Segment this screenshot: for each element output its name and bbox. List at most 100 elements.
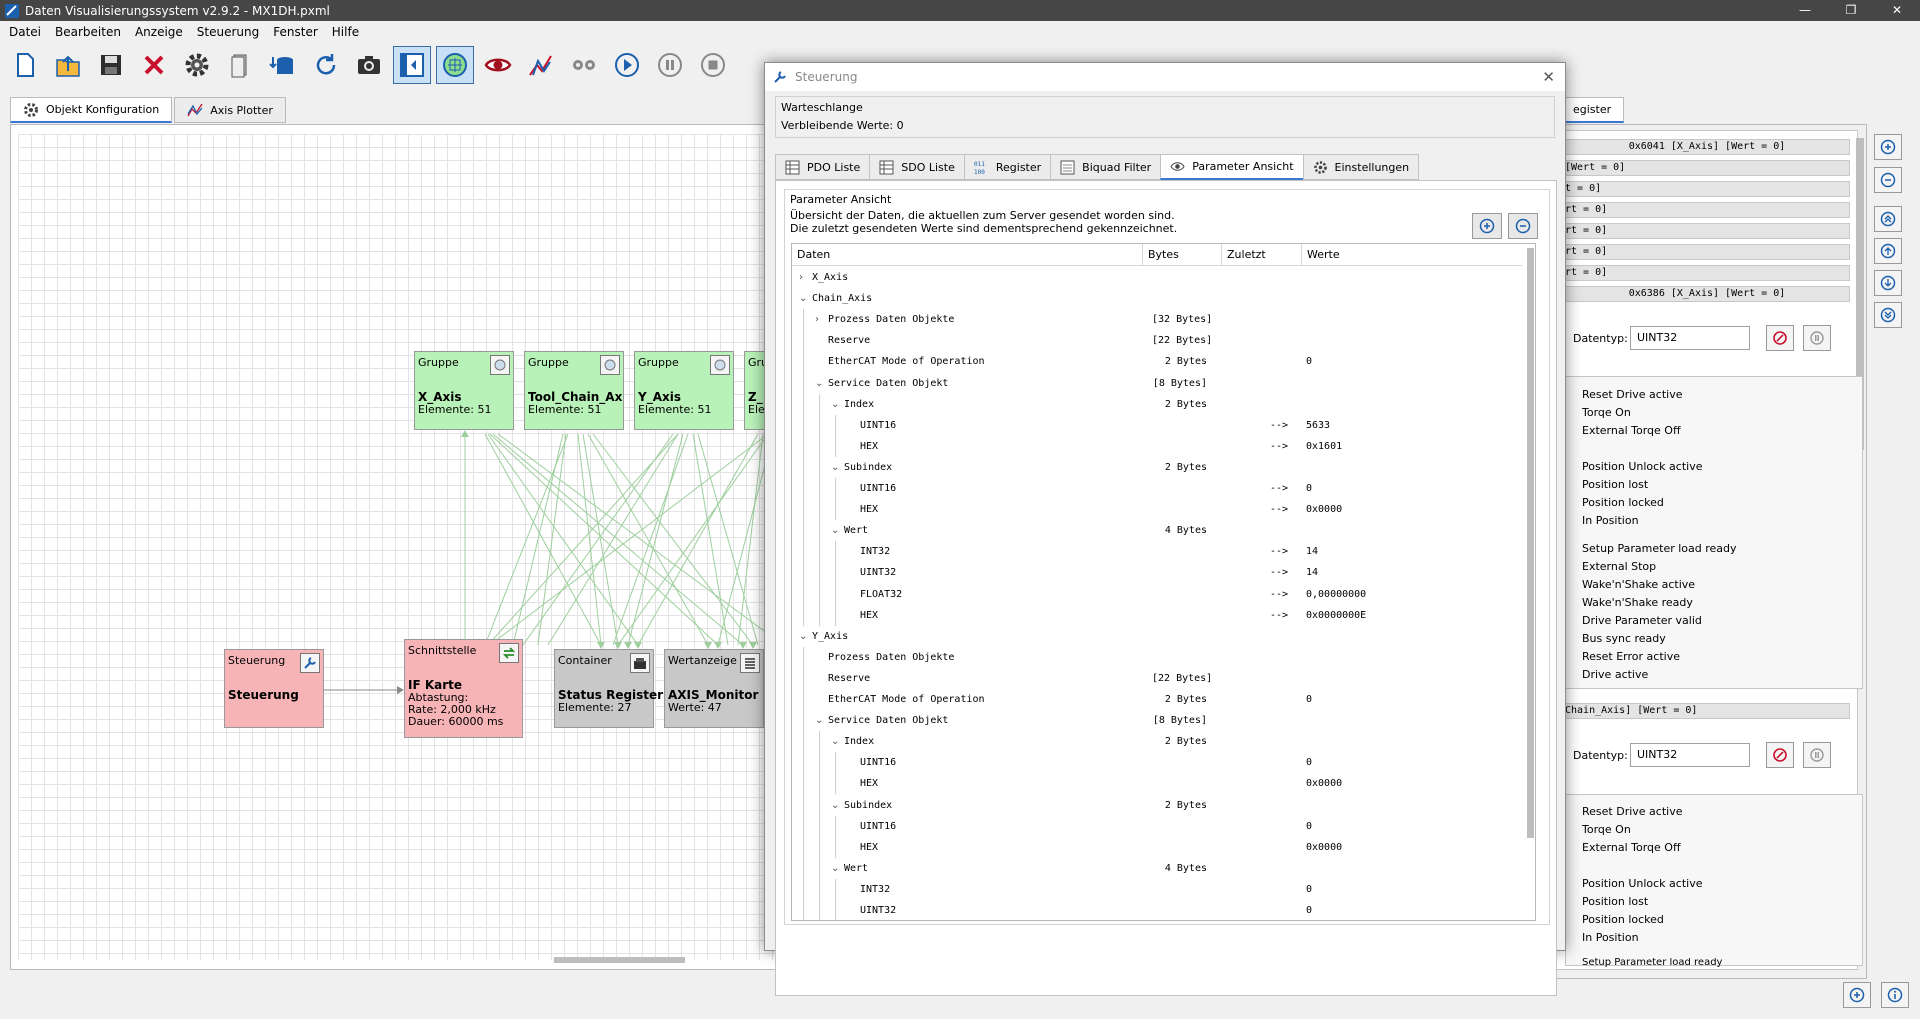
close-window-button[interactable]: ✕	[1891, 3, 1903, 17]
parameter-tree[interactable]: Daten Bytes Zuletzt Werte › X_Axis ⌄ Chain_…	[791, 243, 1536, 921]
collapse-arrow-icon[interactable]: ⌄	[831, 736, 840, 748]
bit-label[interactable]: Setup Parameter load ready	[1582, 542, 1737, 555]
bit-label[interactable]: Reset Drive active	[1582, 388, 1683, 401]
bit-label[interactable]: Drive Parameter valid	[1582, 614, 1702, 627]
tree-row[interactable]: ⌄ Service Daten Objekt [8 Bytes]	[792, 710, 1522, 731]
column-header-bytes[interactable]: Bytes	[1143, 244, 1222, 266]
stop-button[interactable]	[694, 46, 732, 84]
bit-label[interactable]: External Stop	[1582, 560, 1657, 573]
bit-label[interactable]: Bus sync ready	[1582, 632, 1666, 645]
panel-toggle-button[interactable]	[393, 46, 431, 84]
tree-row[interactable]: UINT16 0	[792, 816, 1522, 837]
tree-row[interactable]: ⌄ Subindex 2 Bytes	[792, 457, 1522, 478]
menu-steuerung[interactable]: Steuerung	[196, 25, 260, 39]
settings-button[interactable]	[178, 46, 216, 84]
bit-label[interactable]: Position Unlock active	[1582, 877, 1703, 890]
tree-row[interactable]: FLOAT32 --> 0,00000000	[792, 584, 1522, 605]
tab-axis-plotter[interactable]: Axis Plotter	[174, 97, 286, 123]
tab-einstellungen[interactable]: Einstellungen	[1302, 154, 1420, 180]
collapse-all-button[interactable]	[1508, 213, 1538, 239]
bit-label[interactable]: In Position	[1582, 931, 1639, 944]
bit-label[interactable]: Reset Drive active	[1582, 805, 1683, 818]
tree-row[interactable]: › X_Axis	[792, 267, 1522, 288]
tree-row[interactable]: ⌄ Index 2 Bytes	[792, 731, 1522, 752]
node-schnittstelle[interactable]: Schnittstelle IF Karte Abtastung: Rate: …	[404, 639, 523, 738]
bit-label[interactable]: External Torqe Off	[1582, 424, 1681, 437]
grid-button[interactable]	[436, 46, 474, 84]
document-button[interactable]	[221, 46, 259, 84]
tab-objekt-konfiguration[interactable]: Objekt Konfiguration	[10, 97, 173, 123]
bit-label[interactable]: Reset Error active	[1582, 650, 1680, 663]
bit-label[interactable]: Position lost	[1582, 478, 1649, 491]
minimize-button[interactable]: —	[1799, 3, 1811, 17]
move-bottom-button[interactable]	[1874, 302, 1902, 328]
pause-button[interactable]	[651, 46, 689, 84]
tab-parameter-ansicht[interactable]: Parameter Ansicht	[1160, 154, 1304, 180]
expand-arrow-icon[interactable]: ›	[815, 314, 819, 326]
tree-row[interactable]: HEX 0x0000	[792, 773, 1522, 794]
tree-row[interactable]: Reserve [22 Bytes]	[792, 668, 1522, 689]
datentyp-field[interactable]: UINT32	[1630, 326, 1750, 350]
tree-vertical-scrollbar[interactable]	[1527, 248, 1534, 838]
node-wertanzeige[interactable]: Wertanzeige AXIS_Monitor Werte: 47	[664, 649, 764, 728]
expand-arrow-icon[interactable]: ›	[799, 272, 803, 283]
bit-label[interactable]: Position locked	[1582, 496, 1664, 509]
tree-row[interactable]: UINT16 --> 5633	[792, 415, 1522, 436]
bit-label[interactable]: External Torqe Off	[1582, 841, 1681, 854]
bit-label[interactable]: Position Unlock active	[1582, 460, 1703, 473]
zoom-out-button[interactable]	[1874, 167, 1902, 193]
bit-label[interactable]: Position locked	[1582, 913, 1664, 926]
column-header-daten[interactable]: Daten	[792, 244, 1143, 266]
collapse-arrow-icon[interactable]: ⌄	[831, 461, 840, 473]
record-button[interactable]	[1766, 325, 1794, 351]
chart-tool-button[interactable]	[522, 46, 560, 84]
tree-row[interactable]: HEX --> 0x0000	[792, 499, 1522, 520]
save-button[interactable]	[92, 46, 130, 84]
info-button[interactable]	[1881, 982, 1909, 1008]
tree-row[interactable]: EtherCAT Mode of Operation 2 Bytes 0	[792, 351, 1522, 372]
tree-row[interactable]: UINT32 --> 14	[792, 562, 1522, 583]
tree-row[interactable]: › Prozess Daten Objekte [32 Bytes]	[792, 309, 1522, 330]
dialog-close-button[interactable]: ✕	[1542, 68, 1555, 86]
bit-label[interactable]: Drive active	[1582, 668, 1649, 681]
move-top-button[interactable]	[1874, 206, 1902, 232]
datentyp-field[interactable]: UINT32	[1630, 743, 1750, 767]
expand-all-button[interactable]	[1472, 213, 1502, 239]
open-button[interactable]	[49, 46, 87, 84]
node-container[interactable]: Container Status Register Elemente: 27	[554, 649, 663, 728]
tree-row[interactable]: ⌄ Subindex 2 Bytes	[792, 795, 1522, 816]
node-y-axis[interactable]: Gruppe Y_Axis Elemente: 51	[634, 351, 734, 430]
tree-row[interactable]: HEX --> 0x1601	[792, 436, 1522, 457]
zoom-in-button[interactable]	[1874, 134, 1902, 160]
tape-button[interactable]	[565, 46, 603, 84]
tree-row[interactable]: Reserve [22 Bytes]	[792, 330, 1522, 351]
tab-sdo-liste[interactable]: SDO Liste	[869, 154, 965, 180]
node-x-axis[interactable]: Gruppe X_Axis Elemente: 51	[414, 351, 514, 430]
delete-button[interactable]	[135, 46, 173, 84]
menu-anzeige[interactable]: Anzeige	[134, 25, 183, 39]
tree-row[interactable]: HEX --> 0x0000000E	[792, 605, 1522, 626]
pause-small-button[interactable]	[1803, 325, 1831, 351]
bit-label[interactable]: Wake'n'Shake ready	[1582, 596, 1693, 609]
tree-row[interactable]: UINT16 --> 0	[792, 478, 1522, 499]
bit-label[interactable]: Torqe On	[1582, 823, 1631, 836]
collapse-arrow-icon[interactable]: ⌄	[831, 525, 840, 537]
canvas-horizontal-scrollbar[interactable]	[554, 957, 685, 963]
menu-fenster[interactable]: Fenster	[273, 25, 318, 39]
tree-row[interactable]: Prozess Daten Objekte	[792, 647, 1522, 668]
bit-label[interactable]: Wake'n'Shake active	[1582, 578, 1696, 591]
tree-row[interactable]: ⌄ Index 2 Bytes	[792, 394, 1522, 415]
collapse-arrow-icon[interactable]: ⌄	[831, 398, 840, 410]
camera-button[interactable]	[350, 46, 388, 84]
collapse-arrow-icon[interactable]: ⌄	[799, 293, 808, 305]
bit-label[interactable]: Torqe On	[1582, 406, 1631, 419]
tree-row[interactable]: UINT32 0	[792, 900, 1522, 920]
database-button[interactable]	[264, 46, 302, 84]
tab-register[interactable]: egister	[1560, 97, 1625, 123]
restore-button[interactable]: ❐	[1845, 3, 1857, 17]
play-button[interactable]	[608, 46, 646, 84]
register-scrollbar[interactable]	[1856, 138, 1864, 450]
tab-pdo-liste[interactable]: PDO Liste	[775, 154, 871, 180]
view-button[interactable]	[479, 46, 517, 84]
tree-row[interactable]: ⌄ Y_Axis	[792, 626, 1522, 647]
